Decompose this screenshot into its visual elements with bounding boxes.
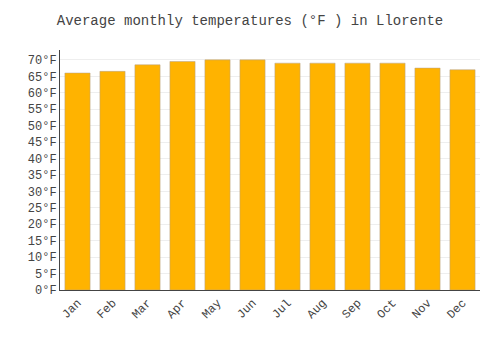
svg-text:5°F: 5°F [35, 268, 57, 282]
svg-text:Jul: Jul [269, 297, 294, 322]
svg-text:Feb: Feb [94, 297, 119, 322]
svg-text:35°F: 35°F [28, 169, 57, 183]
svg-text:Jun: Jun [234, 297, 259, 322]
svg-text:50°F: 50°F [28, 120, 57, 134]
svg-text:Oct: Oct [374, 297, 399, 322]
svg-text:0°F: 0°F [35, 284, 57, 298]
svg-text:Aug: Aug [304, 297, 329, 322]
svg-text:45°F: 45°F [28, 136, 57, 150]
svg-text:Average monthly temperatures (: Average monthly temperatures (°F ) in Ll… [57, 13, 443, 29]
svg-text:Dec: Dec [444, 297, 469, 322]
svg-text:Sep: Sep [339, 297, 364, 322]
svg-text:Jan: Jan [59, 297, 84, 322]
svg-text:40°F: 40°F [28, 153, 57, 167]
svg-text:55°F: 55°F [28, 103, 57, 117]
svg-text:Mar: Mar [129, 297, 154, 322]
svg-text:May: May [199, 297, 224, 322]
svg-text:70°F: 70°F [28, 54, 57, 68]
svg-text:30°F: 30°F [28, 186, 57, 200]
svg-text:Nov: Nov [409, 297, 434, 322]
svg-text:25°F: 25°F [28, 202, 57, 216]
svg-text:60°F: 60°F [28, 87, 57, 101]
svg-text:15°F: 15°F [28, 235, 57, 249]
svg-text:Apr: Apr [164, 297, 189, 322]
svg-text:10°F: 10°F [28, 251, 57, 265]
svg-text:65°F: 65°F [28, 71, 57, 85]
svg-text:20°F: 20°F [28, 218, 57, 232]
